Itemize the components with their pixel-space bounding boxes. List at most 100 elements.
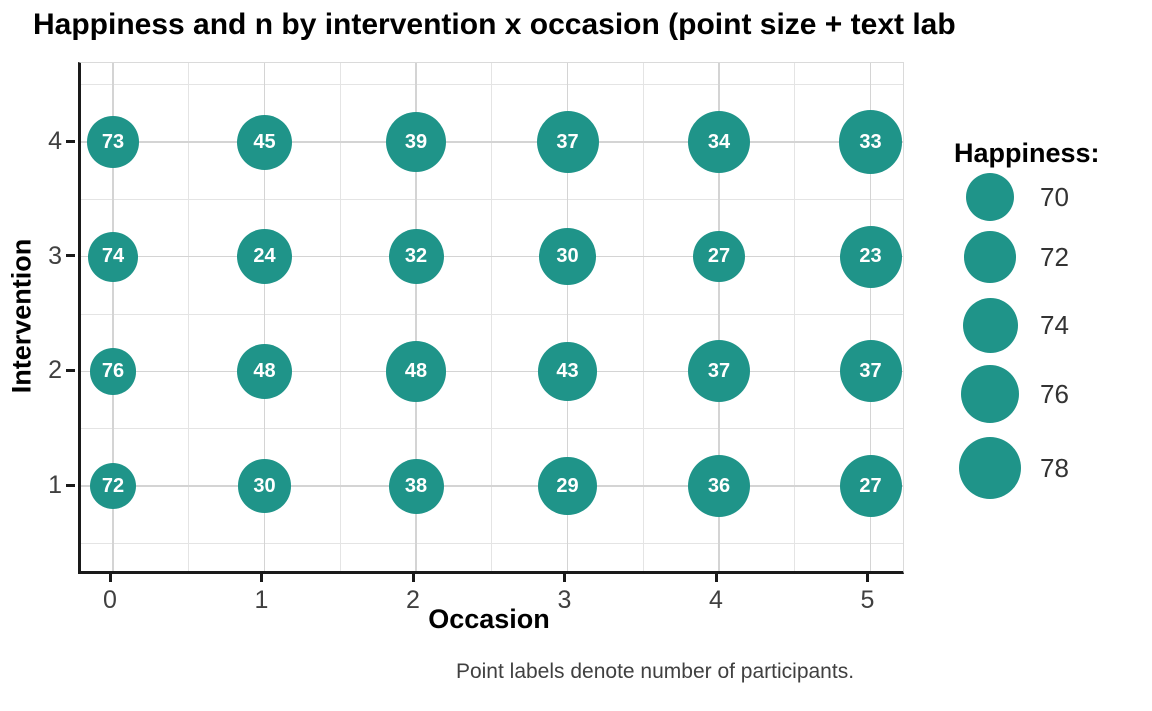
gridline-minor-horizontal (81, 198, 903, 200)
data-point-occ5-int2: 37 (839, 340, 902, 403)
gridline-major-horizontal (81, 141, 903, 143)
x-tick-label: 1 (254, 586, 269, 614)
y-axis-tick (66, 368, 75, 372)
data-point-occ0-int2: 76 (89, 348, 137, 395)
data-point-occ4-int2: 37 (688, 340, 750, 403)
chart-title: Happiness and n by intervention x occasi… (33, 8, 956, 41)
y-tick-label: 4 (48, 127, 62, 155)
data-point-occ5-int3: 23 (839, 225, 902, 288)
legend-value-label: 78 (1040, 453, 1069, 483)
gridline-major-horizontal (81, 255, 903, 258)
data-point-occ2-int3: 32 (388, 229, 444, 285)
legend-circle-74 (962, 297, 1018, 353)
data-point-occ1-int3: 24 (237, 229, 292, 285)
gridline-major-vertical (415, 63, 417, 571)
data-point-occ5-int4: 33 (838, 110, 903, 174)
data-point-occ4-int1: 36 (688, 455, 750, 518)
legend-value-label: 76 (1040, 379, 1069, 409)
point-n-label: 30 (253, 474, 276, 497)
data-point-occ2-int4: 39 (385, 111, 447, 173)
size-legend: Happiness: 70 72 74 76 78 (950, 120, 1150, 540)
gridline-minor-horizontal (81, 542, 903, 544)
point-n-label: 74 (101, 245, 125, 268)
legend-circle-70 (966, 173, 1014, 221)
legend-circle-78 (959, 437, 1021, 499)
legend-title: Happiness: (954, 138, 1100, 168)
gridline-minor-vertical (794, 63, 796, 571)
gridline-minor-vertical (642, 63, 644, 571)
x-tick-label: 4 (709, 586, 723, 614)
gridline-major-vertical (112, 63, 114, 571)
point-n-label: 37 (707, 359, 731, 382)
x-axis-tick (260, 573, 263, 582)
y-tick-label: 1 (48, 471, 62, 500)
chart-caption: Point labels denote number of participan… (455, 660, 855, 683)
point-n-label: 24 (253, 245, 276, 268)
data-point-occ1-int1: 30 (237, 459, 292, 513)
x-tick-label: 5 (860, 586, 875, 614)
point-n-label: 48 (253, 359, 276, 382)
x-axis-tick (714, 573, 718, 582)
data-point-occ1-int2: 48 (237, 343, 292, 399)
x-axis-title: Occasion (428, 604, 550, 634)
gridline-major-horizontal (81, 370, 903, 373)
data-point-occ2-int1: 38 (388, 458, 444, 514)
gridline-minor-horizontal (81, 313, 903, 315)
legend-circle-76 (960, 364, 1020, 424)
data-point-occ3-int3: 30 (539, 228, 596, 286)
gridline-major-vertical (718, 63, 720, 571)
point-n-label: 36 (707, 474, 731, 497)
x-axis-tick (108, 573, 112, 582)
data-point-occ3-int1: 29 (538, 456, 597, 516)
point-n-label: 38 (404, 474, 428, 497)
y-axis-tick (66, 483, 75, 487)
data-point-occ3-int2: 43 (538, 342, 597, 401)
x-tick-label: 2 (406, 586, 420, 614)
data-point-occ1-int4: 45 (237, 114, 292, 170)
gridline-major-vertical (263, 63, 266, 571)
x-tick-label: 3 (557, 586, 572, 614)
data-point-occ0-int4: 73 (87, 116, 139, 168)
data-point-occ3-int4: 37 (536, 111, 599, 173)
x-axis-tick (563, 573, 566, 582)
point-n-label: 27 (859, 474, 882, 497)
y-axis-tick (66, 139, 75, 143)
data-point-occ4-int4: 34 (688, 111, 750, 173)
point-n-label: 43 (556, 359, 579, 382)
point-n-label: 73 (101, 130, 125, 153)
y-tick-label: 2 (48, 356, 62, 385)
data-point-occ2-int2: 48 (385, 341, 447, 402)
legend-value-label: 72 (1040, 242, 1069, 272)
point-n-label: 76 (101, 359, 125, 382)
gridline-minor-vertical (188, 63, 190, 571)
data-point-occ0-int3: 74 (88, 231, 138, 282)
point-n-label: 23 (859, 245, 882, 268)
data-point-occ5-int1: 27 (839, 455, 902, 518)
gridline-major-vertical (869, 63, 872, 571)
point-n-label: 30 (556, 245, 579, 268)
gridline-minor-horizontal (81, 84, 903, 86)
point-n-label: 48 (404, 359, 428, 382)
gridline-major-vertical (566, 63, 569, 571)
point-n-label: 34 (707, 130, 731, 153)
data-point-occ4-int3: 27 (693, 230, 745, 283)
point-n-label: 45 (253, 130, 276, 153)
gridline-minor-vertical (491, 63, 493, 571)
y-axis-title: Intervention (6, 238, 37, 394)
legend-value-label: 74 (1040, 310, 1069, 340)
point-n-label: 39 (404, 130, 428, 153)
point-n-label: 37 (556, 130, 579, 153)
data-point-occ0-int1: 72 (89, 462, 137, 510)
point-n-label: 72 (101, 474, 125, 497)
legend-circle-72 (964, 231, 1016, 283)
point-n-label: 27 (707, 245, 731, 268)
point-n-label: 29 (556, 474, 579, 497)
gridline-minor-vertical (339, 63, 341, 571)
y-tick-label: 3 (48, 241, 62, 270)
legend-value-label: 70 (1040, 182, 1069, 212)
point-n-label: 37 (859, 359, 882, 382)
y-axis-tick (66, 254, 75, 258)
gridline-minor-horizontal (81, 428, 903, 430)
gridline-major-horizontal (81, 485, 903, 487)
x-axis-tick (411, 573, 415, 582)
